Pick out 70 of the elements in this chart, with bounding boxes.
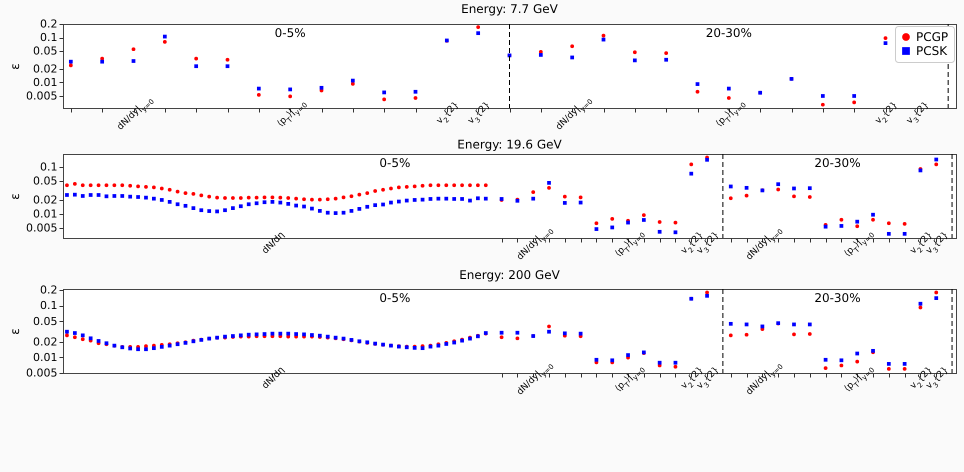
point	[68, 64, 73, 68]
y-tick-label: 0.02	[33, 62, 58, 76]
y-tick-label: 0.01	[33, 208, 58, 221]
point	[538, 53, 543, 57]
point	[884, 41, 888, 46]
y-tick-label: 0.2	[40, 284, 58, 297]
annotation: 0-5%	[379, 291, 410, 305]
point	[162, 34, 167, 38]
point	[382, 98, 386, 102]
y-tick-label: 0.05	[33, 174, 58, 188]
chart-title: Energy: 200 GeV	[459, 268, 561, 282]
y-tick-label: 0.01	[33, 76, 58, 89]
y-tick-label: 0.1	[40, 160, 58, 174]
point	[696, 90, 700, 94]
annotation: 20-30%	[706, 26, 752, 40]
point	[162, 40, 167, 44]
point	[256, 86, 261, 90]
point	[100, 56, 104, 60]
y-tick-label: 0.005	[26, 222, 58, 235]
y-tick-label: 0.005	[26, 89, 58, 102]
point	[226, 58, 230, 62]
y-tick-label: 0.02	[33, 335, 58, 348]
point	[602, 34, 606, 38]
point	[194, 56, 198, 60]
point	[132, 59, 136, 63]
point	[884, 36, 888, 40]
point	[288, 94, 292, 98]
point	[320, 86, 324, 90]
point	[820, 102, 825, 107]
point	[382, 90, 386, 94]
point	[350, 78, 355, 82]
point	[852, 100, 856, 104]
point	[256, 92, 261, 97]
point	[414, 90, 418, 94]
y-tick-label: 0.2	[40, 18, 58, 30]
y-tick-label: 0.05	[33, 44, 58, 58]
point	[696, 82, 700, 86]
y-axis-title: ε	[8, 63, 22, 70]
point	[538, 50, 543, 54]
point	[852, 94, 856, 98]
point	[726, 96, 731, 100]
point	[350, 82, 355, 86]
y-axis-title: ε	[8, 328, 22, 335]
y-tick-label: 0.01	[33, 350, 58, 364]
annotation: 20-30%	[814, 156, 861, 170]
chart-title: Energy: 7.7 GeV	[461, 2, 559, 16]
annotation: 20-30%	[814, 291, 861, 305]
legend-label: PCGP	[916, 30, 948, 44]
point	[570, 56, 574, 60]
y-tick-label: 0.02	[33, 193, 58, 206]
y-tick-label: 0.1	[40, 31, 58, 44]
annotation: 0-5%	[379, 156, 410, 170]
annotation: 0-5%	[274, 26, 306, 40]
chart-title: Energy: 19.6 GeV	[457, 138, 562, 152]
point	[476, 25, 480, 30]
point	[132, 47, 136, 52]
y-tick-label: 0.1	[40, 299, 58, 312]
y-tick-label: 0.005	[26, 366, 58, 380]
y-axis-title: ε	[8, 193, 22, 200]
point	[288, 88, 292, 92]
point	[632, 50, 637, 54]
point	[226, 64, 230, 68]
point	[602, 38, 606, 42]
legend-label: PCSK	[916, 44, 948, 58]
point	[414, 96, 418, 100]
point	[820, 94, 825, 98]
point	[570, 44, 574, 48]
point	[664, 51, 668, 55]
y-tick-label: 0.05	[33, 314, 58, 328]
point	[726, 86, 731, 90]
